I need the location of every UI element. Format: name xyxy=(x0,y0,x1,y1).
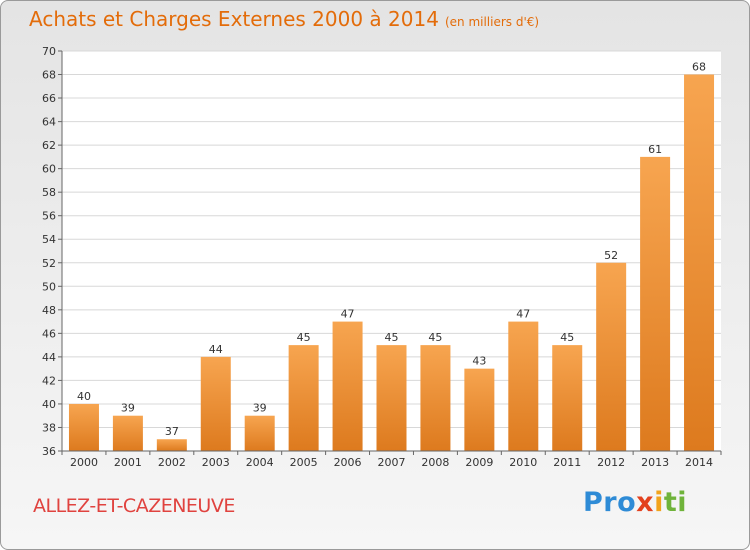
y-tick-label: 66 xyxy=(42,92,56,105)
bar xyxy=(244,415,275,451)
x-tick-label: 2010 xyxy=(509,456,537,469)
bar xyxy=(640,156,671,451)
y-tick-label: 70 xyxy=(42,45,56,58)
y-tick-label: 60 xyxy=(42,163,56,176)
chart-title: Achats et Charges Externes 2000 à 2014 (e… xyxy=(29,7,539,31)
y-tick-label: 44 xyxy=(42,351,56,364)
data-label: 39 xyxy=(121,402,135,415)
bar xyxy=(508,321,539,451)
x-tick-label: 2011 xyxy=(553,456,581,469)
y-tick-label: 58 xyxy=(42,186,56,199)
y-tick-label: 54 xyxy=(42,233,56,246)
data-label: 52 xyxy=(604,249,618,262)
x-tick-label: 2000 xyxy=(70,456,98,469)
bar xyxy=(112,415,143,451)
title-unit: (en milliers d'€) xyxy=(444,15,540,29)
bar xyxy=(200,356,231,451)
data-label: 44 xyxy=(209,343,223,356)
y-tick-label: 50 xyxy=(42,280,56,293)
bar xyxy=(684,74,715,451)
y-tick-label: 38 xyxy=(42,421,56,434)
y-tick-label: 48 xyxy=(42,304,56,317)
y-tick-label: 46 xyxy=(42,327,56,340)
x-tick-label: 2005 xyxy=(290,456,318,469)
data-label: 40 xyxy=(77,390,91,403)
y-tick-label: 56 xyxy=(42,210,56,223)
bar xyxy=(288,345,319,451)
x-tick-label: 2008 xyxy=(421,456,449,469)
x-tick-label: 2006 xyxy=(334,456,362,469)
x-tick-label: 2013 xyxy=(641,456,669,469)
bar xyxy=(552,345,583,451)
y-tick-label: 62 xyxy=(42,139,56,152)
x-tick-label: 2014 xyxy=(685,456,713,469)
data-label: 68 xyxy=(692,61,706,74)
data-label: 37 xyxy=(165,425,179,438)
x-tick-label: 2004 xyxy=(246,456,274,469)
bar xyxy=(420,345,451,451)
bar xyxy=(156,439,187,451)
bar xyxy=(596,262,627,451)
proxiti-logo: Proxiti xyxy=(583,487,688,518)
y-tick-label: 68 xyxy=(42,69,56,82)
y-tick-label: 42 xyxy=(42,374,56,387)
data-label: 43 xyxy=(472,355,486,368)
bar xyxy=(68,403,99,451)
data-label: 45 xyxy=(560,331,574,344)
data-label: 39 xyxy=(253,402,267,415)
y-tick-label: 52 xyxy=(42,257,56,270)
x-tick-label: 2012 xyxy=(597,456,625,469)
x-tick-label: 2002 xyxy=(158,456,186,469)
data-label: 47 xyxy=(341,308,355,321)
data-label: 61 xyxy=(648,143,662,156)
x-tick-label: 2001 xyxy=(114,456,142,469)
commune-name: ALLEZ-ET-CAZENEUVE xyxy=(33,495,235,517)
data-label: 47 xyxy=(516,308,530,321)
x-tick-label: 2007 xyxy=(378,456,406,469)
x-tick-label: 2009 xyxy=(465,456,493,469)
bar xyxy=(376,345,407,451)
data-label: 45 xyxy=(428,331,442,344)
bar xyxy=(332,321,363,451)
data-label: 45 xyxy=(297,331,311,344)
x-tick-label: 2003 xyxy=(202,456,230,469)
y-tick-label: 40 xyxy=(42,398,56,411)
y-tick-label: 36 xyxy=(42,445,56,458)
y-tick-label: 64 xyxy=(42,116,56,129)
data-label: 45 xyxy=(385,331,399,344)
bar xyxy=(464,368,495,451)
title-text: Achats et Charges Externes 2000 à 2014 xyxy=(29,7,439,31)
